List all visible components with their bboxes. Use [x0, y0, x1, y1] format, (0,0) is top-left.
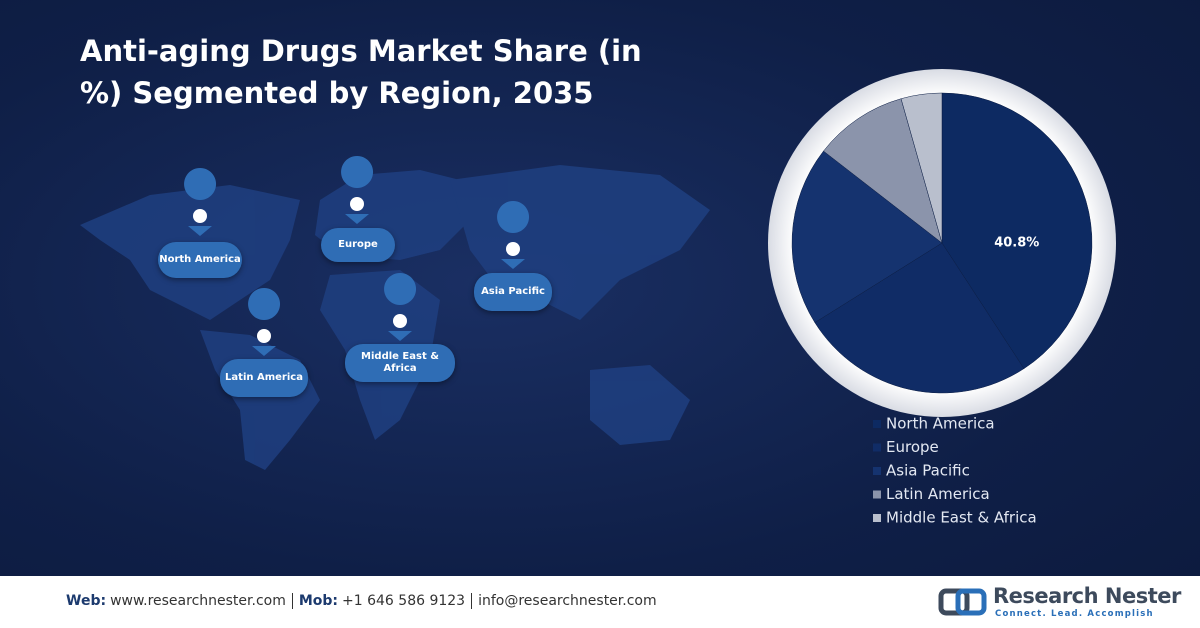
contact-value: +1 646 586 9123 [342, 593, 466, 609]
brand: Research Nester [993, 584, 1181, 608]
pie-slice [791, 150, 943, 323]
contact-label: Web: [66, 593, 107, 609]
contact-value: www.researchnester.com [110, 593, 286, 609]
map-label: Europe [321, 228, 395, 262]
contact-item: Mob: +1 646 586 9123 [291, 593, 471, 609]
chart: 40.8% North America Europe Asia Pacific Lati… [768, 69, 1116, 527]
tagline: Connect. Lead. Accomplish [995, 609, 1154, 619]
legend-swatch [873, 420, 881, 428]
legend-text: North America [886, 415, 995, 433]
contact-item: info@researchnester.com [471, 593, 663, 609]
legend-text: Middle East & Africa [886, 509, 1037, 527]
contact-item: Web: www.researchnester.com [66, 593, 292, 609]
legend-swatch [873, 467, 881, 475]
pie-slice [941, 92, 1093, 369]
map-label: Latin America [220, 359, 308, 397]
pie-slice [814, 242, 1025, 394]
map-label: Asia Pacific [474, 273, 552, 311]
legend-swatch [873, 443, 881, 452]
logo-icon [938, 588, 987, 616]
legend-text: Europe [886, 438, 939, 456]
pie-slice [823, 98, 943, 244]
contact-label: Mob: [298, 593, 339, 609]
footer: Web: www.researchnester.com Mob: +1 646 586… [0, 576, 1200, 628]
map-label: Middle East & Africa [345, 344, 455, 382]
contact-value: info@researchnester.com [478, 593, 657, 609]
legend-text: Asia Pacific [886, 462, 970, 480]
legend-text: Latin America [886, 485, 990, 503]
contact: Web: www.researchnester.com Mob: +1 646 586… [66, 593, 663, 609]
legend-swatch [873, 490, 881, 499]
legend-swatch [873, 514, 881, 522]
map-label: North America [158, 242, 242, 278]
pie-slice [900, 92, 943, 244]
chart-title: Anti-aging Drugs Market Share (in %) Seg… [80, 34, 642, 110]
data-label: 40.8% [994, 235, 1039, 250]
